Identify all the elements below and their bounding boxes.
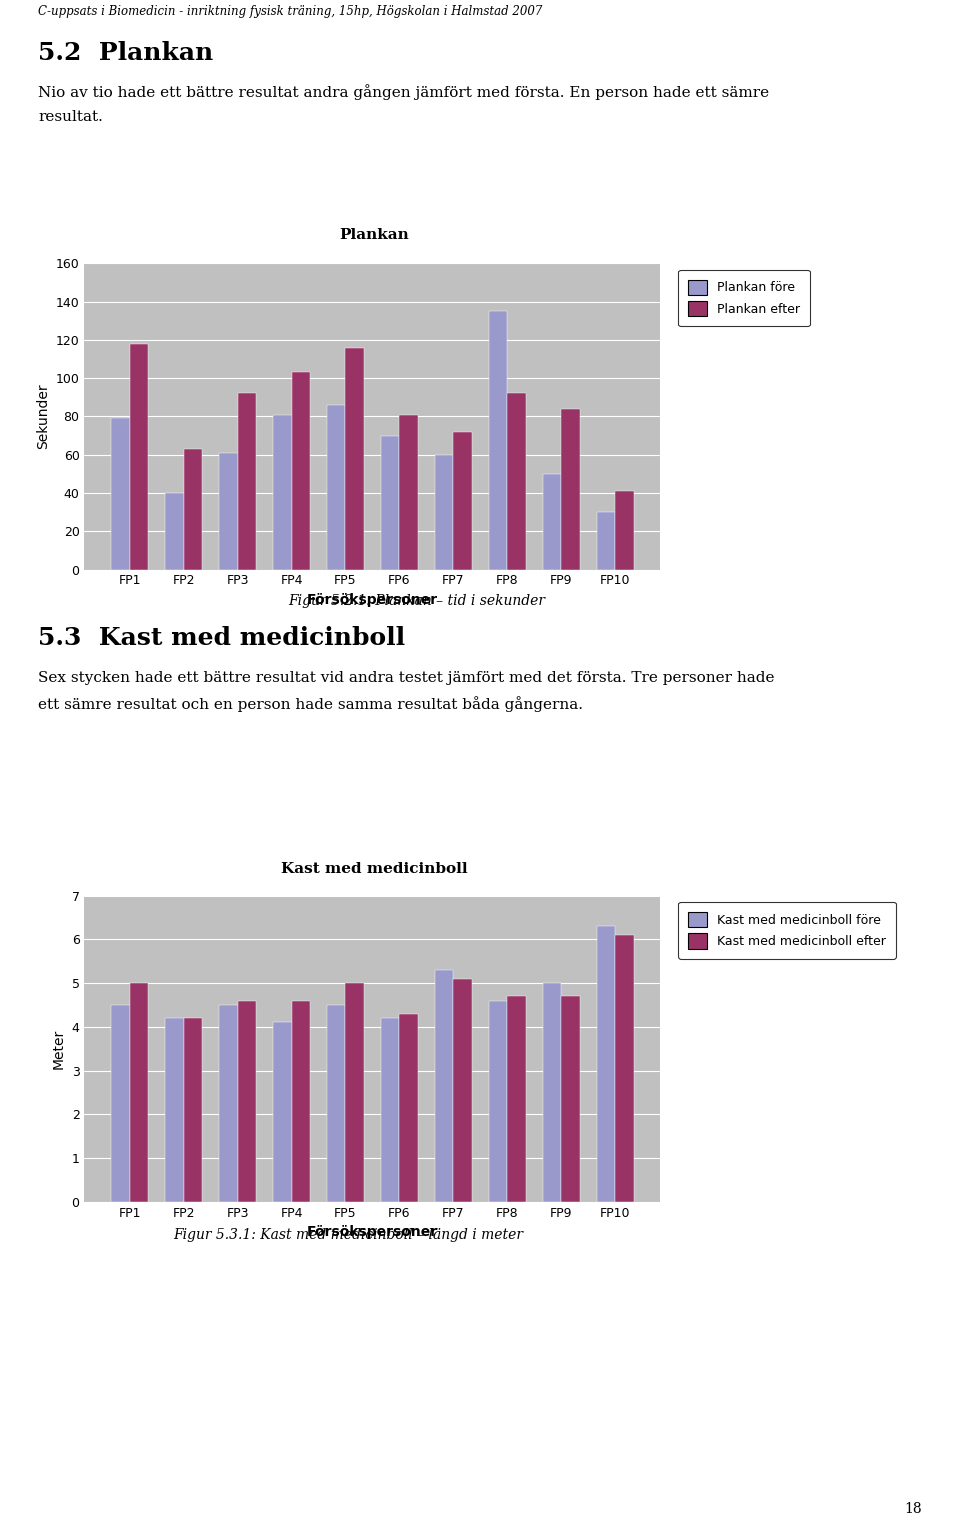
Text: Figur 5.3.1: Kast med medicinboll – längd i meter: Figur 5.3.1: Kast med medicinboll – läng… (173, 1228, 523, 1242)
Bar (508, 997, 526, 1202)
Bar (399, 1014, 419, 1202)
Text: Kast med medicinboll: Kast med medicinboll (281, 862, 468, 876)
Bar (562, 409, 580, 570)
Bar (183, 449, 203, 570)
Bar (237, 393, 256, 570)
Bar (542, 473, 562, 570)
Text: 5.2  Plankan: 5.2 Plankan (38, 41, 214, 66)
Y-axis label: Sekunder: Sekunder (36, 384, 50, 449)
Bar (130, 983, 149, 1202)
Bar (219, 1004, 237, 1202)
Bar (326, 1004, 346, 1202)
Bar (273, 415, 292, 570)
Text: C-uppsats i Biomedicin - inriktning fysisk träning, 15hp, Högskolan i Halmstad 2: C-uppsats i Biomedicin - inriktning fysi… (38, 5, 542, 18)
Bar (346, 348, 365, 570)
X-axis label: Försökspersoner: Försökspersoner (307, 592, 438, 606)
Legend: Plankan före, Plankan efter: Plankan före, Plankan efter (679, 269, 810, 326)
Bar (380, 1018, 399, 1202)
Y-axis label: Meter: Meter (52, 1029, 66, 1069)
Bar (453, 978, 472, 1202)
Text: 5.3  Kast med medicinboll: 5.3 Kast med medicinboll (38, 626, 405, 651)
Bar (292, 372, 310, 570)
Text: Nio av tio hade ett bättre resultat andra gången jämfört med första. En person h: Nio av tio hade ett bättre resultat andr… (38, 84, 770, 100)
Text: ett sämre resultat och en person hade samma resultat båda gångerna.: ett sämre resultat och en person hade sa… (38, 697, 584, 712)
X-axis label: Försökspersoner: Försökspersoner (307, 1225, 438, 1239)
Bar (596, 926, 615, 1202)
Text: resultat.: resultat. (38, 110, 104, 124)
Bar (110, 418, 130, 570)
Text: 18: 18 (904, 1502, 922, 1516)
Bar (183, 1018, 203, 1202)
Bar (435, 971, 453, 1202)
Bar (489, 311, 508, 570)
Bar (615, 491, 635, 570)
Bar (130, 343, 149, 570)
Bar (165, 493, 183, 570)
Bar (346, 983, 365, 1202)
Bar (489, 1001, 508, 1202)
Bar (399, 415, 419, 570)
Bar (219, 453, 237, 570)
Bar (615, 935, 635, 1202)
Bar (273, 1023, 292, 1202)
Bar (562, 997, 580, 1202)
Bar (237, 1001, 256, 1202)
Bar (165, 1018, 183, 1202)
Bar (596, 511, 615, 570)
Bar (435, 455, 453, 570)
Bar (110, 1004, 130, 1202)
Bar (326, 404, 346, 570)
Bar (292, 1001, 310, 1202)
Bar (453, 432, 472, 570)
Text: Sex stycken hade ett bättre resultat vid andra testet jämfört med det första. Tr: Sex stycken hade ett bättre resultat vid… (38, 671, 775, 684)
Text: Figur 5.2.1: Plankan – tid i sekunder: Figur 5.2.1: Plankan – tid i sekunder (288, 594, 545, 608)
Bar (542, 983, 562, 1202)
Bar (508, 393, 526, 570)
Text: Plankan: Plankan (340, 228, 409, 242)
Bar (380, 435, 399, 570)
Legend: Kast med medicinboll före, Kast med medicinboll efter: Kast med medicinboll före, Kast med medi… (679, 902, 896, 958)
